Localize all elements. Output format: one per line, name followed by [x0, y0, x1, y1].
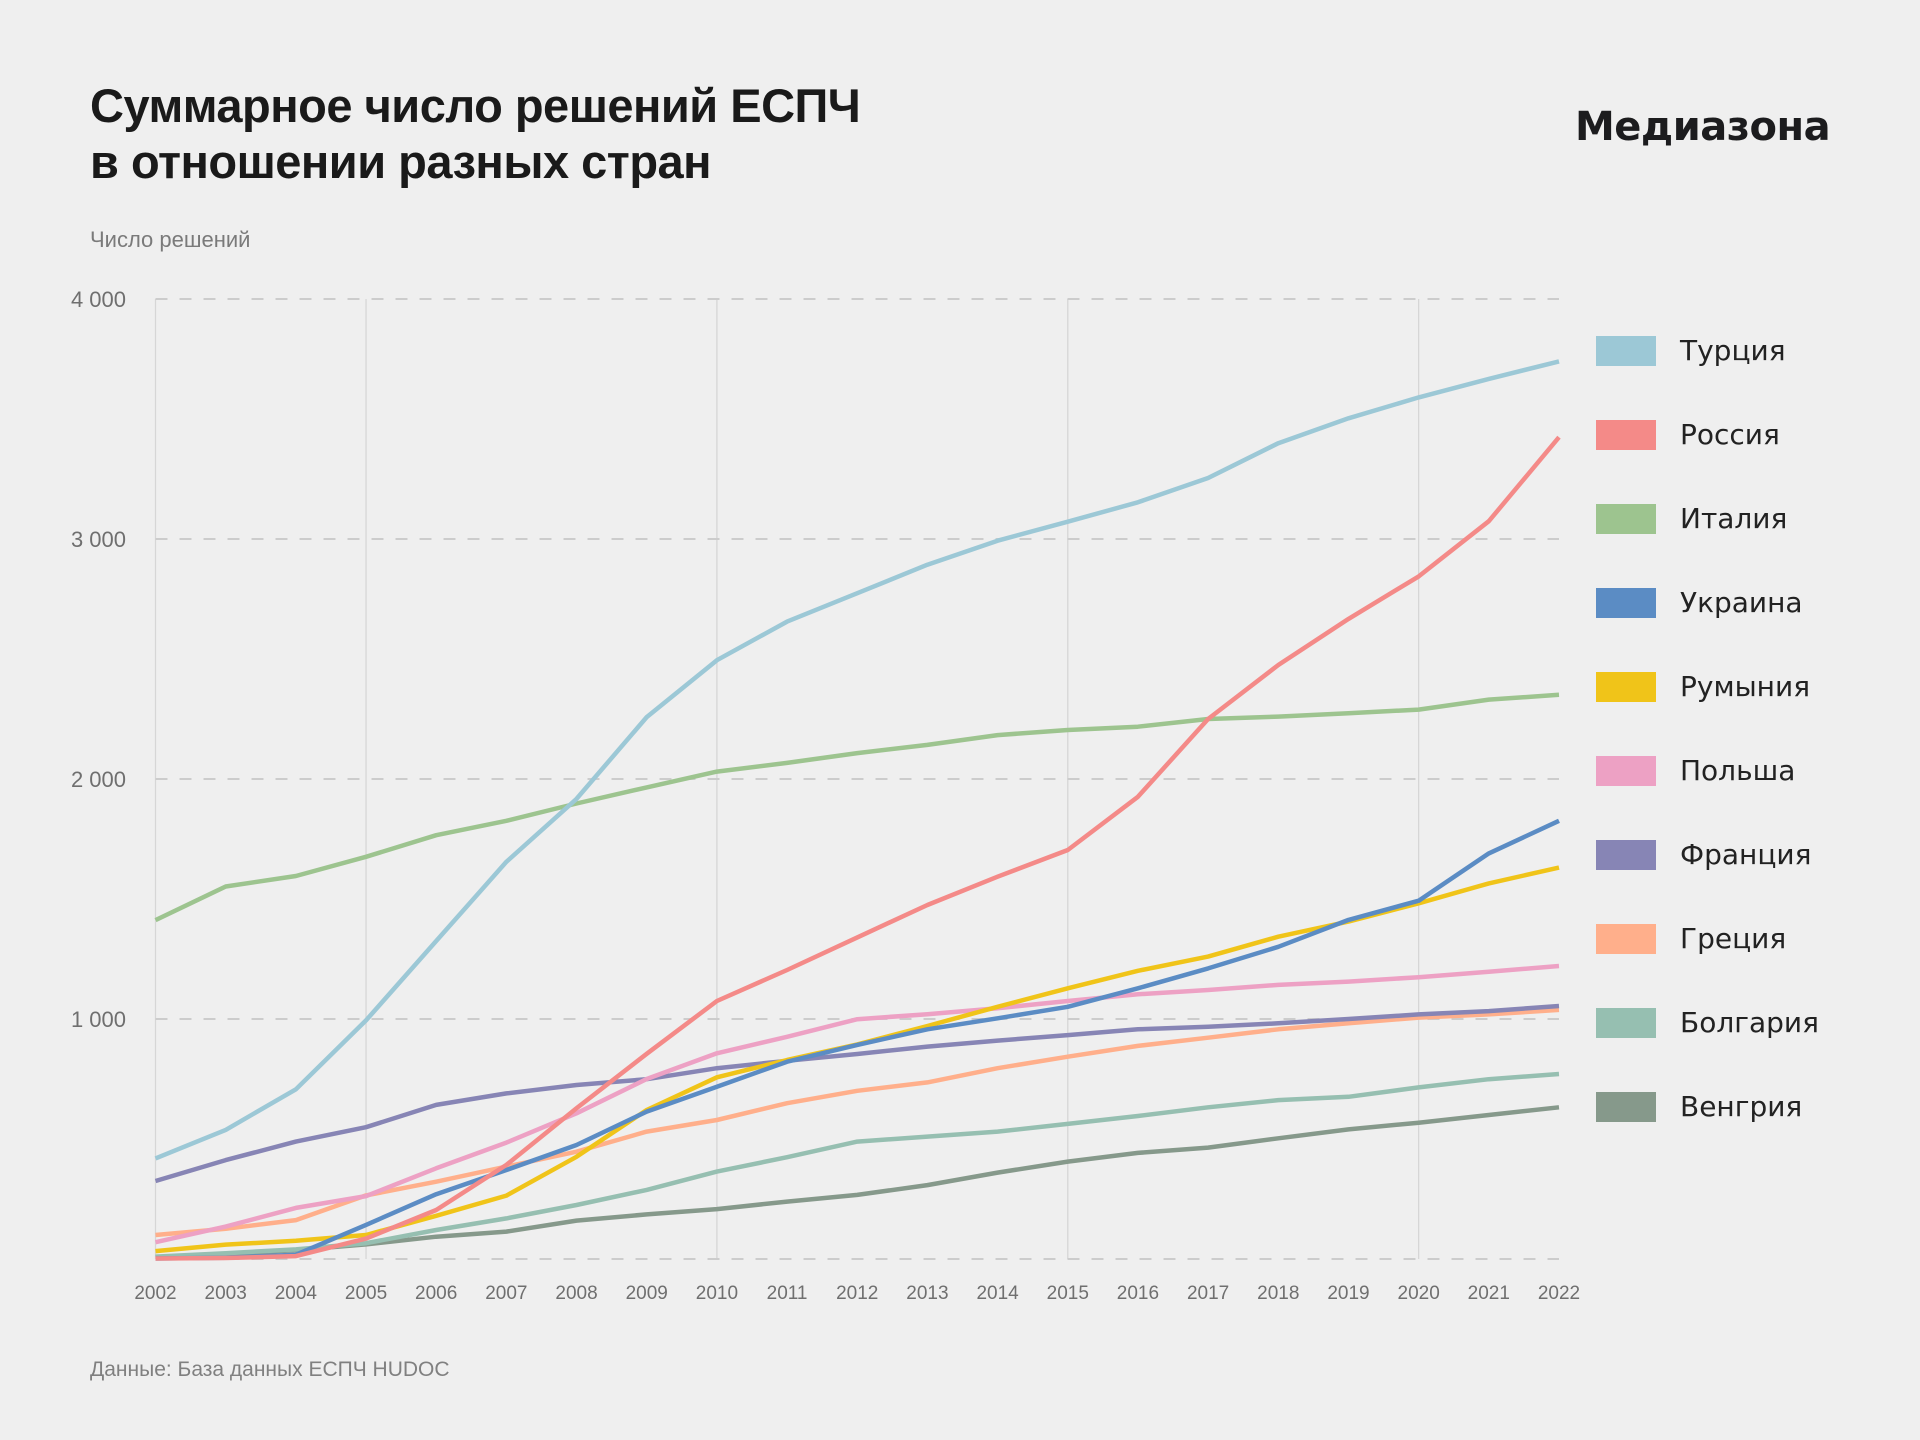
- x-tick-label: 2014: [976, 1283, 1019, 1304]
- legend-item: Украина: [1596, 586, 1916, 619]
- legend-item: Венгрия: [1596, 1090, 1916, 1123]
- x-tick-label: 2011: [767, 1283, 808, 1304]
- x-tick-label: 2005: [345, 1283, 387, 1304]
- legend-item: Болгария: [1596, 1006, 1916, 1039]
- x-tick-label: 2018: [1257, 1283, 1299, 1304]
- y-tick-label: 4 000: [71, 287, 126, 312]
- x-tick-label: 2004: [275, 1283, 318, 1304]
- series-line-8: [155, 1007, 1560, 1238]
- data-source-note: Данные: База данных ЕСПЧ HUDOC: [90, 1358, 450, 1381]
- legend-item: Франция: [1596, 838, 1916, 871]
- legend-swatch: [1596, 924, 1656, 954]
- brand-logo: Медиазона: [1575, 104, 1831, 150]
- legend-swatch: [1596, 420, 1656, 450]
- legend-swatch: [1596, 1008, 1656, 1038]
- x-tick-label: 2020: [1398, 1283, 1440, 1304]
- series-line-9: [155, 1071, 1560, 1259]
- legend-swatch: [1596, 1092, 1656, 1122]
- legend-swatch: [1596, 336, 1656, 366]
- legend-item: Польша: [1596, 754, 1916, 787]
- legend-label: Франция: [1680, 838, 1812, 871]
- legend-swatch: [1596, 672, 1656, 702]
- x-tick-label: 2009: [626, 1283, 668, 1304]
- legend-swatch: [1596, 840, 1656, 870]
- legend-label: Украина: [1680, 586, 1803, 619]
- legend-item: Греция: [1596, 922, 1916, 955]
- y-tick-label: 2 000: [71, 767, 126, 792]
- legend-item: Россия: [1596, 418, 1916, 451]
- x-tick-label: 2016: [1117, 1283, 1159, 1304]
- legend-label: Россия: [1680, 418, 1780, 451]
- y-axis-caption: Число решений: [90, 227, 251, 252]
- chart-title: Суммарное число решений ЕСПЧ в отношении…: [90, 78, 990, 190]
- series-line-2: [155, 435, 1561, 1261]
- legend-swatch: [1596, 588, 1656, 618]
- legend-item: Италия: [1596, 502, 1916, 535]
- series-line-6: [155, 963, 1560, 1245]
- series-line-3: [154, 692, 1560, 923]
- x-tick-label: 2012: [836, 1283, 878, 1304]
- series-lines: [154, 359, 1561, 1261]
- legend-label: Польша: [1680, 754, 1796, 787]
- chart-title-line-1: Суммарное число решений ЕСПЧ: [90, 79, 861, 132]
- y-tick-label: 1 000: [71, 1007, 126, 1032]
- x-tick-label: 2010: [696, 1283, 738, 1304]
- x-tick-label: 2021: [1468, 1283, 1510, 1304]
- x-tick-label: 2002: [134, 1283, 176, 1304]
- series-line-1: [154, 359, 1560, 1161]
- legend-label: Турция: [1680, 334, 1786, 367]
- legend-label: Греция: [1680, 922, 1787, 955]
- x-tick-label: 2003: [205, 1283, 247, 1304]
- legend-label: Венгрия: [1680, 1090, 1803, 1123]
- legend-label: Болгария: [1680, 1006, 1819, 1039]
- series-line-4: [155, 818, 1560, 1261]
- y-tick-label: 3 000: [71, 527, 126, 552]
- x-tick-label: 2007: [485, 1283, 527, 1304]
- series-line-7: [154, 1003, 1560, 1184]
- grid-layer: [154, 298, 1559, 1260]
- x-tick-label: 2006: [415, 1283, 457, 1304]
- series-line-10: [155, 1105, 1560, 1260]
- chart-title-line-2: в отношении разных стран: [90, 135, 712, 188]
- x-tick-label: 2015: [1047, 1283, 1089, 1304]
- legend-label: Италия: [1680, 502, 1788, 535]
- legend-swatch: [1596, 504, 1656, 534]
- x-tick-label: 2022: [1538, 1283, 1580, 1304]
- legend-swatch: [1596, 756, 1656, 786]
- x-tick-label: 2017: [1187, 1283, 1229, 1304]
- legend-item: Румыния: [1596, 670, 1916, 703]
- legend-label: Румыния: [1680, 670, 1811, 703]
- y-tick-labels: 1 000 2 000 3 000 4 000: [71, 287, 126, 1032]
- x-tick-label: 2019: [1327, 1283, 1369, 1304]
- x-tick-labels: 2002 2003 2004 2005 2006 2007 2008 2009 2010 2011…: [134, 1283, 1580, 1304]
- legend-item: Турция: [1596, 334, 1916, 367]
- x-tick-label: 2008: [555, 1283, 597, 1304]
- x-tick-label: 2013: [906, 1283, 948, 1304]
